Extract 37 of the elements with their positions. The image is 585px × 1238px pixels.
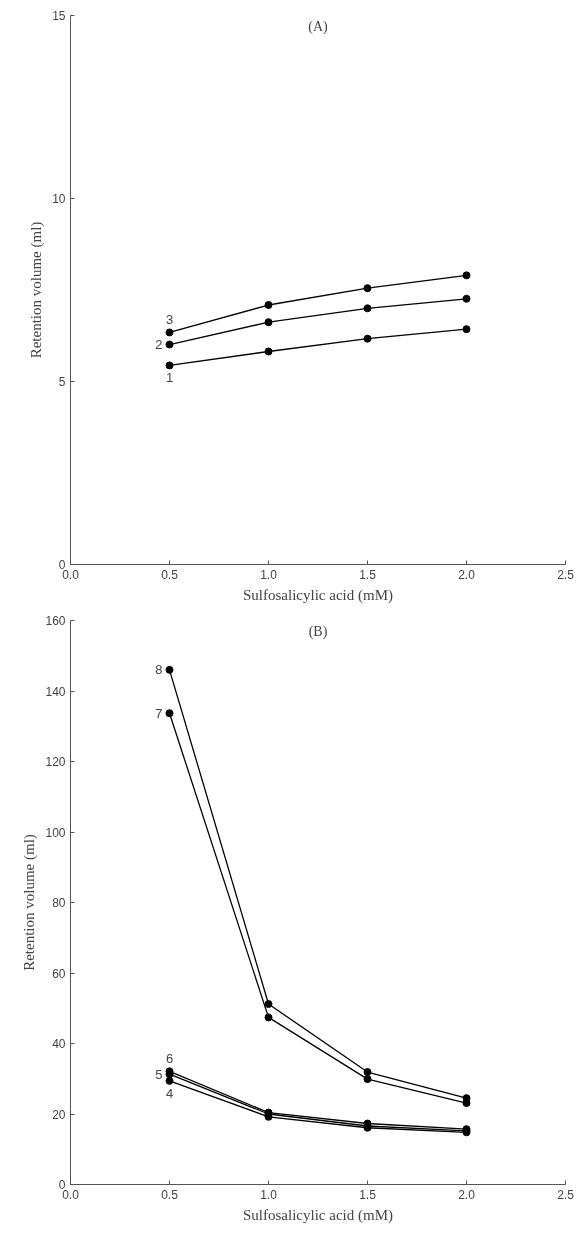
x-tick-label: 1.5 [359,567,377,582]
series-label: 7 [155,705,163,721]
x-tick-label: 2.5 [557,567,575,582]
x-tick-label: 2.0 [458,1187,476,1202]
y-axis-title: Retention volume (ml) [21,834,39,971]
series-label: 6 [165,1051,174,1067]
x-tick-label: 2.0 [458,567,476,582]
y-tick-label: 10 [52,192,66,206]
y-tick-label: 80 [52,896,66,910]
y-tick-label: 120 [45,755,66,769]
x-tick-label: 0.5 [161,1187,179,1202]
x-axis-title: Sulfosalicylic acid (mM) [243,586,393,604]
series-label: 2 [155,337,163,353]
y-tick-label: 5 [58,375,66,389]
y-tick-label: 100 [45,825,66,840]
y-tick-label: 40 [52,1037,66,1051]
chart-title: (B) [308,623,328,640]
y-tick-label: 140 [45,684,66,699]
x-tick-label: 2.5 [557,1187,575,1202]
y-tick-label: 60 [52,966,66,981]
x-tick-label: 0.5 [161,567,179,582]
x-axis-title: Sulfosalicylic acid (mM) [243,1206,393,1224]
y-tick-label: 0 [58,1178,66,1192]
x-tick-label: 1.0 [260,1187,278,1202]
x-tick-label: 1.0 [260,567,278,582]
x-tick-label: 1.5 [359,1187,377,1202]
y-tick-label: 20 [52,1107,66,1122]
series-label: 3 [165,312,174,328]
y-axis-title: Retention volume (ml) [28,221,46,359]
series-label: 4 [165,1085,174,1101]
y-tick-label: 0 [58,558,66,572]
series-label: 8 [155,662,163,678]
y-tick-label: 160 [45,614,66,628]
series-label: 5 [155,1066,163,1082]
y-tick-label: 15 [52,9,66,23]
series-label: 1 [165,370,174,386]
chart-title: (A) [308,18,329,35]
